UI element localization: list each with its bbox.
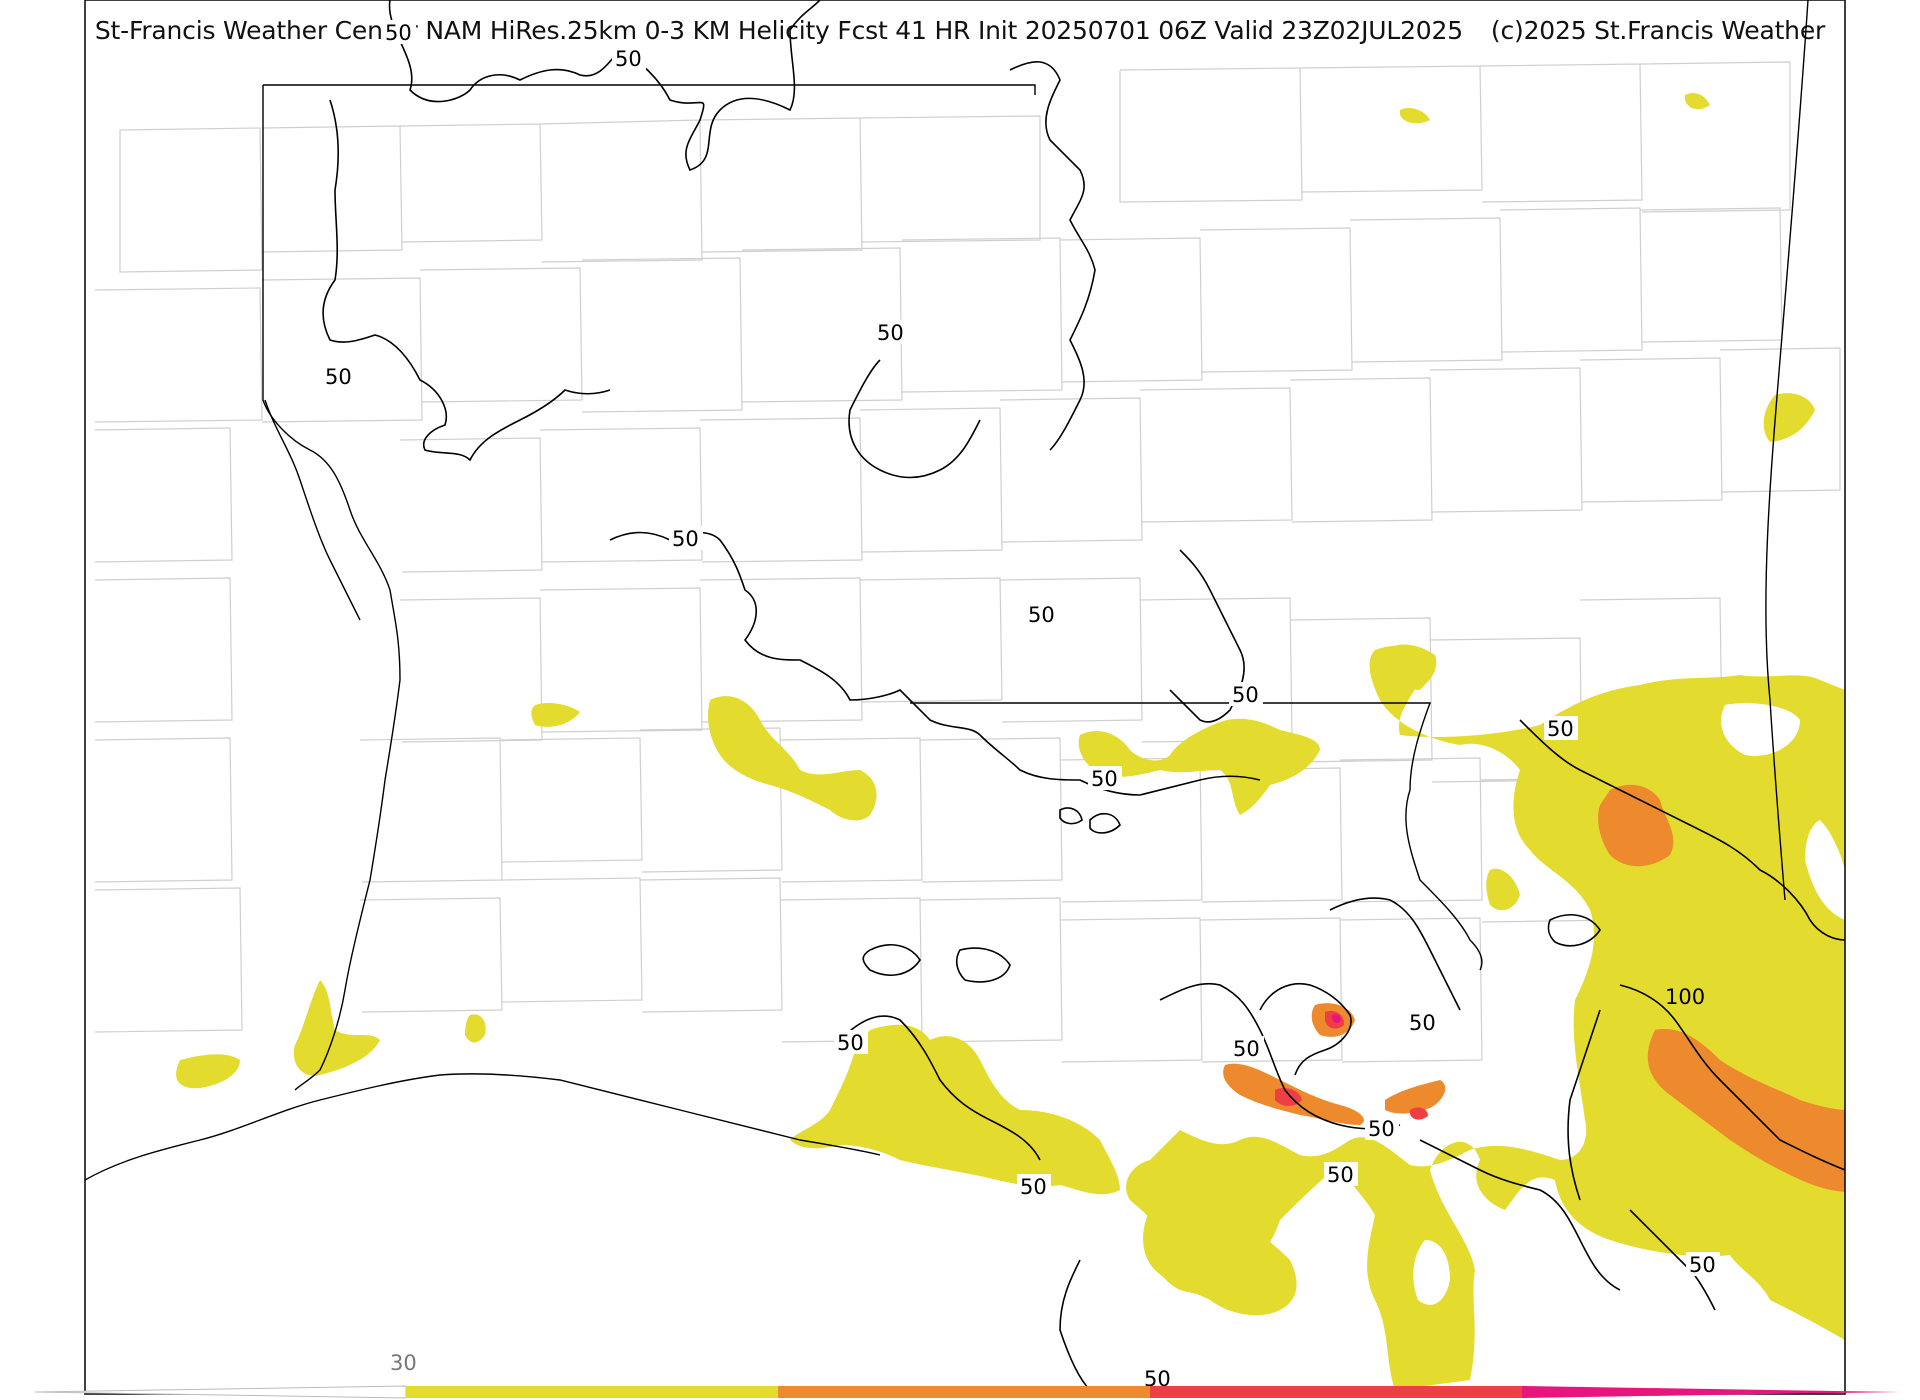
fill-low-pocket2 — [1805, 820, 1845, 920]
contour-label: 50 — [615, 47, 642, 71]
colorbar-segment — [1150, 1386, 1522, 1398]
colorbar-left-triangle — [34, 1385, 407, 1399]
fill-low-north-small — [1400, 108, 1430, 124]
fill-high-center3 — [1410, 1107, 1428, 1120]
helicity-contours — [322, 0, 1845, 1391]
fill-low-pocket — [1721, 703, 1800, 756]
colorbar-tick-label: 30 — [390, 1351, 417, 1375]
louisiana-west-border — [262, 85, 401, 1091]
contour-label: 50 — [1327, 1163, 1354, 1187]
fill-low-north-east-arm — [1385, 644, 1437, 690]
fill-low-coast-central — [790, 1024, 1120, 1195]
contour-label: 50 — [385, 21, 412, 45]
contour-label: 50 — [325, 365, 352, 389]
fill-low-north-small2 — [1685, 93, 1710, 110]
fill-low-pocket3 — [1413, 1240, 1450, 1305]
gulf-coastline — [84, 1073, 881, 1181]
colorbar-right-triangle — [1522, 1386, 1900, 1398]
fill-low-north-band — [708, 696, 877, 821]
colorbar-segment — [778, 1386, 1150, 1398]
fill-low-west — [293, 980, 380, 1076]
fill-low-northeast — [1763, 393, 1815, 442]
contour-label: 50 — [1020, 1175, 1047, 1199]
fill-low-coast-lower — [1143, 1204, 1297, 1316]
mississippi-louisiana-border — [910, 702, 1483, 971]
contour-label: 50 — [1028, 603, 1055, 627]
contour-label: 50 — [1689, 1253, 1716, 1277]
contour-label: 50 — [1409, 1011, 1436, 1035]
colorbar-segment — [406, 1386, 778, 1398]
fill-mid-southeast — [1647, 1029, 1845, 1192]
copyright-text: (c)2025 St.Francis Weather — [1490, 16, 1826, 45]
fill-low-west2 — [176, 1054, 240, 1089]
fill-extreme-center — [1331, 1014, 1341, 1024]
contour-label: 50 — [1547, 717, 1574, 741]
contour-label: 50 — [1233, 1037, 1260, 1061]
state-borders — [84, 0, 1809, 1181]
fill-mid-center2 — [1385, 1080, 1446, 1114]
contour-label: 50 — [1091, 767, 1118, 791]
fill-low-mid-band — [1078, 718, 1320, 815]
mississippi-alabama-border — [1765, 0, 1809, 901]
texas-river — [264, 399, 361, 621]
colorbar: 30 — [34, 1351, 1900, 1399]
contour-label: 50 — [1232, 683, 1259, 707]
contour-label: 50 — [837, 1031, 864, 1055]
map-title: St-Francis Weather Center NAM HiRes.25km… — [0, 16, 1920, 45]
fill-mid-east-blob — [1598, 784, 1674, 867]
fill-low-east-pocket — [1486, 868, 1520, 911]
contour-label: 50 — [1368, 1117, 1395, 1141]
arkansas-louisiana-border — [263, 84, 1036, 95]
fill-low-mid-left — [465, 1014, 486, 1043]
contour-label: 100 — [1665, 985, 1705, 1009]
title-text: St-Francis Weather Center NAM HiRes.25km… — [94, 16, 1463, 45]
fill-low-midwest — [531, 702, 580, 727]
contour-label: 50 — [877, 321, 904, 345]
contour-label: 50 — [672, 527, 699, 551]
contour-label-group: 50 50 50 50 50 50 50 50 50 50 50 50 50 5… — [322, 20, 1720, 1391]
county-borders — [94, 61, 1841, 1063]
